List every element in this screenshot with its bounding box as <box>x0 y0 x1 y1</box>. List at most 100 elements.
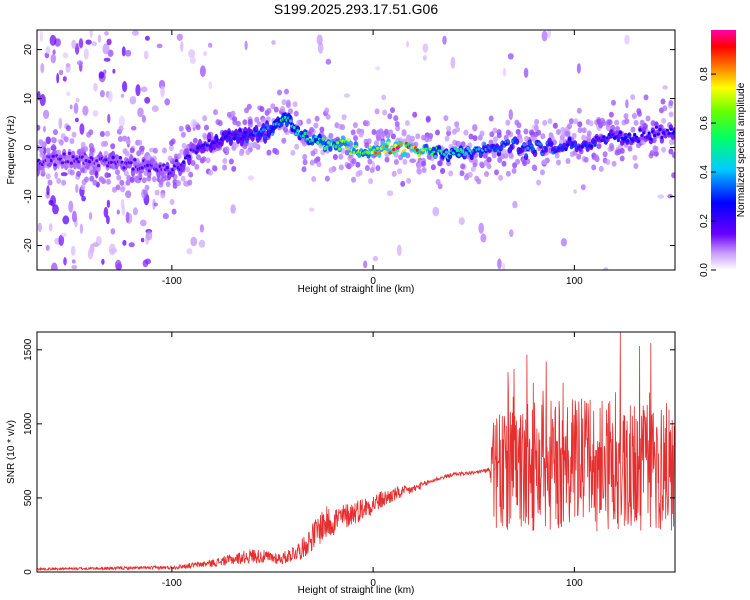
ridge-halo-cell <box>213 109 218 116</box>
ridge-cell <box>303 131 307 135</box>
ridge-halo-cell <box>382 109 388 116</box>
ridge-halo-cell <box>624 118 630 125</box>
noise-speckle <box>69 104 73 110</box>
noise-speckle <box>39 94 46 106</box>
noise-speckle <box>45 46 51 54</box>
ridge-halo-cell <box>56 178 62 184</box>
noise-speckle <box>657 194 664 199</box>
ridge-halo-cell <box>187 179 193 186</box>
noise-speckle <box>508 109 513 121</box>
ridge-cell <box>616 138 621 143</box>
noise-speckle <box>199 224 204 233</box>
ridge-halo-cell <box>259 106 265 113</box>
ridge-halo-cell <box>293 110 299 117</box>
ridge-cell <box>642 131 646 135</box>
ridge-halo-cell <box>53 129 58 136</box>
ridge-cell <box>602 135 606 139</box>
snr-y-tick-label: 500 <box>23 489 34 506</box>
ridge-cell-outer <box>328 145 333 152</box>
ridge-cell <box>656 132 660 136</box>
colorbar-tick-label: 0.4 <box>699 165 710 179</box>
ridge-halo-cell <box>531 164 537 171</box>
noise-speckle <box>73 102 79 115</box>
ridge-halo-cell <box>424 136 430 143</box>
ridge-halo-cell <box>565 130 571 137</box>
ridge-cell <box>624 136 628 140</box>
ridge-cell <box>243 131 247 135</box>
ridge-halo-cell <box>602 151 608 158</box>
noise-speckle <box>52 49 56 55</box>
noise-speckle <box>143 50 149 60</box>
noise-speckle <box>480 233 487 243</box>
ridge-cell <box>227 131 231 135</box>
ridge-halo-cell <box>80 141 86 148</box>
ridge-halo-cell <box>316 161 322 168</box>
snr-x-axis-label: Height of straight line (km) <box>298 585 415 596</box>
ridge-halo-cell <box>542 119 548 126</box>
ridge-cell <box>627 133 631 137</box>
spectrogram-x-tick-label: 100 <box>566 276 583 287</box>
noise-speckle <box>247 175 255 181</box>
ridge-halo-cell <box>637 110 642 117</box>
ridge-halo-cell <box>484 171 489 177</box>
ridge-halo-cell <box>313 122 319 129</box>
noise-speckle <box>82 105 89 116</box>
ridge-cell <box>428 147 432 151</box>
ridge-halo-cell <box>273 106 279 113</box>
noise-speckle <box>151 105 159 112</box>
noise-speckle <box>75 184 79 193</box>
ridge-halo-cell <box>120 186 125 193</box>
ridge-cell <box>482 142 486 146</box>
ridge-cell-outer <box>659 137 665 144</box>
ridge-halo-cell <box>486 163 492 170</box>
ridge-halo-cell <box>488 115 494 122</box>
ridge-halo-cell <box>523 128 529 135</box>
noise-speckle <box>450 56 456 69</box>
ridge-cell <box>660 135 664 140</box>
ridge-halo-cell <box>115 184 121 191</box>
noise-speckle <box>75 117 79 123</box>
ridge-halo-cell <box>601 120 607 126</box>
ridge-halo-cell <box>391 170 397 177</box>
ridge-cell <box>654 125 659 129</box>
ridge-cell <box>270 132 275 136</box>
noise-speckle <box>624 34 630 45</box>
ridge-halo-cell <box>118 125 124 132</box>
noise-speckle <box>92 242 99 248</box>
ridge-halo-cell <box>185 124 191 131</box>
ridge-cell <box>618 131 622 135</box>
noise-speckle <box>432 206 440 217</box>
ridge-halo-cell <box>536 179 542 186</box>
noise-speckle <box>162 213 169 220</box>
ridge-cell <box>439 149 443 153</box>
noise-speckle <box>137 107 144 118</box>
ridge-halo-cell <box>393 115 399 122</box>
ridge-halo-cell <box>371 129 377 135</box>
ridge-halo-cell <box>540 133 546 140</box>
ridge-halo-cell <box>652 145 658 152</box>
noise-speckle <box>78 38 84 49</box>
noise-speckle <box>51 262 58 270</box>
ridge-halo-cell <box>463 129 469 136</box>
ridge-halo-cell <box>627 145 633 152</box>
noise-speckle <box>118 115 125 128</box>
ridge-cell <box>147 169 151 173</box>
ridge-cell <box>533 149 537 153</box>
ridge-halo-cell <box>296 119 302 126</box>
ridge-halo-cell <box>338 164 344 171</box>
noise-speckle <box>541 30 548 42</box>
ridge-halo-cell <box>242 119 248 126</box>
ridge-cell <box>111 155 115 159</box>
ridge-halo-cell <box>384 156 390 163</box>
ridge-cell <box>430 153 434 157</box>
ridge-halo-cell <box>632 154 638 161</box>
noise-speckle <box>308 207 315 212</box>
noise-speckle <box>43 109 50 120</box>
ridge-halo-cell <box>324 107 330 114</box>
ridge-halo-cell <box>492 136 498 143</box>
ridge-halo-cell <box>501 148 507 155</box>
ridge-halo-cell <box>508 152 514 159</box>
noise-speckle <box>603 267 609 270</box>
ridge-halo-cell <box>455 126 460 133</box>
ridge-cell <box>327 141 331 145</box>
